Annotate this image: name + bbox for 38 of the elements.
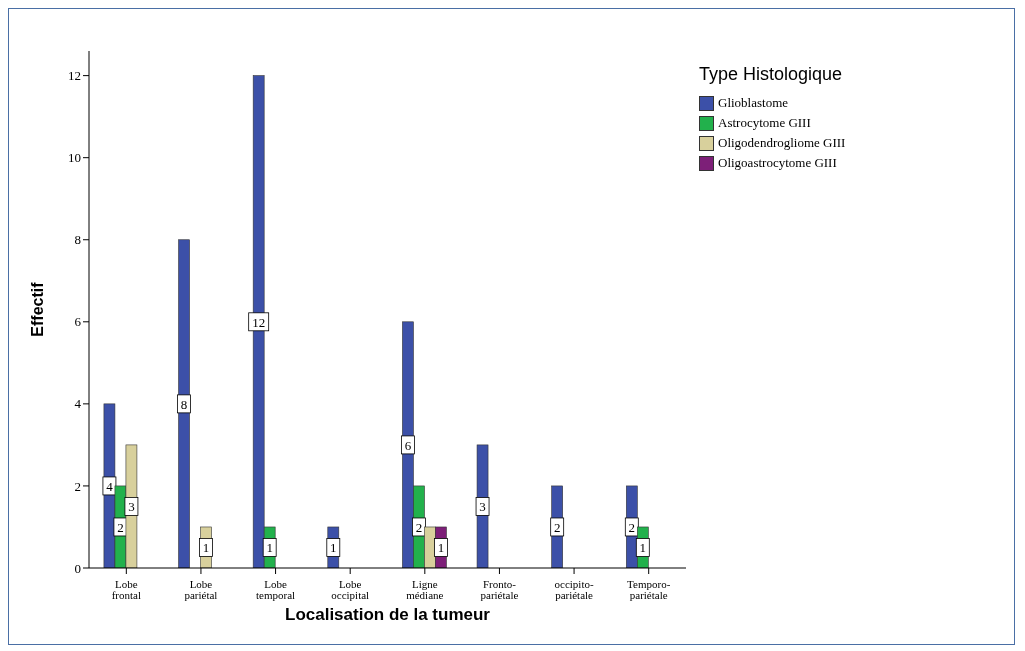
data-label: 8 — [180, 396, 188, 412]
data-label: 12 — [252, 314, 266, 330]
data-label: 2 — [415, 519, 423, 535]
y-tick-label: 12 — [68, 68, 81, 84]
legend-title: Type Histologique — [699, 64, 844, 85]
x-tick-label: occipito-pariétale — [554, 578, 594, 601]
x-tick-label: Fronto-pariétale — [480, 578, 519, 601]
data-label: 2 — [553, 519, 561, 535]
y-tick-label: 2 — [74, 478, 81, 494]
y-axis-title: Effectif — [28, 281, 46, 337]
legend-label: Glioblastome — [717, 94, 790, 112]
data-label: 3 — [479, 499, 486, 515]
data-label: 2 — [628, 519, 636, 535]
data-label: 3 — [128, 499, 135, 515]
legend-label: Astrocytome GIII — [717, 114, 812, 132]
data-label: 2 — [117, 519, 124, 535]
data-label: 1 — [437, 540, 445, 556]
y-tick-label: 10 — [68, 150, 81, 166]
x-tick-label: Lobe pariétal — [184, 578, 218, 601]
y-tick-label: 4 — [74, 396, 82, 412]
data-label: 1 — [639, 540, 647, 556]
data-label: 1 — [266, 540, 273, 556]
x-tick-label: Lobe occipital — [331, 578, 370, 601]
y-tick-label: 8 — [74, 232, 81, 248]
x-tick-label: Lobe frontal — [111, 578, 141, 601]
x-axis-title: Localisation de la tumeur — [285, 605, 491, 624]
x-tick-label: Ligne médiane — [406, 578, 444, 601]
legend-label: Oligodendrogliome GIII — [717, 134, 846, 152]
data-label: 6 — [404, 437, 412, 453]
y-tick-label: 6 — [74, 314, 82, 330]
x-tick-label: Lobe temporal — [256, 578, 296, 601]
data-label: 1 — [330, 540, 337, 556]
x-tick-label: Temporo-pariétale — [627, 578, 671, 601]
bar — [178, 239, 190, 568]
data-label: 1 — [202, 540, 210, 556]
data-label: 4 — [106, 478, 114, 494]
legend-label: Oligoastrocytome GIII — [717, 154, 838, 172]
y-tick-label: 0 — [74, 560, 81, 576]
